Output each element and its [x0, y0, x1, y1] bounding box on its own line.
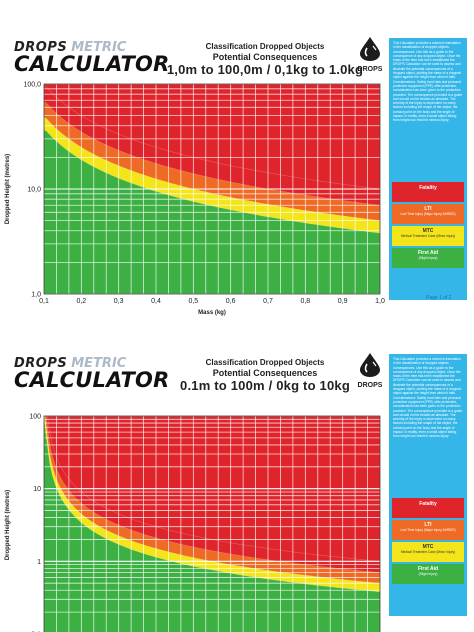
drops-brand-word: DROPS: [357, 382, 383, 389]
drops-brand-word: DROPS: [357, 66, 383, 73]
zone-first-aid: [44, 417, 380, 632]
heading-range: 0.1m to 100m / 0kg to 10kg: [180, 378, 350, 393]
boundary-first-aid: [44, 129, 380, 234]
x-tick-label: 0,3: [114, 298, 124, 305]
y-tick-label: 10,0: [27, 187, 41, 194]
logo-metric-word: METRIC: [71, 40, 127, 55]
x-tick-label: 0,4: [151, 298, 161, 305]
y-tick-label: 1: [37, 559, 41, 566]
plot-frame: [43, 415, 381, 632]
legend-fatality: Fatality: [392, 182, 464, 202]
x-tick-label: 0,8: [300, 298, 310, 305]
chart-heading: Classification Dropped Objects Potential…: [150, 358, 380, 393]
y-tick-label: 10: [33, 486, 41, 493]
drops-metric-calculator-logo: DROPS METRIC CALCULATOR: [14, 38, 170, 76]
consequence-legend: Fatality LTI Lost Time Injury (Major Inju…: [392, 498, 464, 586]
y-tick-label: 100: [29, 414, 41, 421]
heading-consequences: Potential Consequences: [212, 52, 318, 62]
zone-first-aid: [44, 129, 380, 294]
boundary-lti: [44, 101, 380, 206]
x-tick-label: 0,5: [188, 298, 198, 305]
calculator-panel-1: DROPS METRIC CALCULATOR Classification Dr…: [5, 36, 467, 317]
drops-metric-calculator-logo: DROPS METRIC CALCULATOR: [14, 354, 170, 392]
info-text: This Calculator provides a common transl…: [393, 41, 463, 123]
x-tick-label: 0,7: [263, 298, 273, 305]
y-tick-label: 100,0: [23, 82, 41, 89]
plot-frame: [43, 83, 381, 295]
legend-mtc: MTC Medical Treatment Case (Minor Injury): [392, 542, 464, 562]
logo-calculator-word: CALCULATOR: [14, 368, 170, 392]
heading-range: 1,0m to 100,0m / 0,1kg to 1.0kg: [166, 62, 364, 77]
consequence-legend: Fatality LTI Lost Time Injury (Major Inju…: [392, 182, 464, 270]
y-axis-label: Dropped Height (metres): [5, 154, 11, 224]
legend-first-aid: First Aid (Slight Injury): [392, 564, 464, 584]
consequence-chart-1: 1,0 10,0 100,0 0,1 0,2 0,3 0,4 0,5 0,6 0,7 0,8 0,9 1…: [5, 82, 385, 317]
legend-first-aid: First Aid (Slight Injury): [392, 248, 464, 268]
x-tick-label: 0,6: [226, 298, 236, 305]
page-number: Page 1 of 2: [426, 295, 452, 301]
x-axis-label: Mass (kg): [198, 310, 226, 316]
drops-brand-mark: DROPS: [354, 36, 386, 73]
legend-lti: LTI Lost Time Injury (Major Injury 3d/RID…: [392, 204, 464, 224]
x-tick-label: 1,0: [375, 298, 385, 305]
legend-lti: LTI Lost Time Injury (Major Injury 3d/RID…: [392, 520, 464, 540]
logo-drops-word: DROPS: [14, 40, 68, 55]
legend-mtc: MTC Medical Treatment Case (Minor Injury): [392, 226, 464, 246]
y-axis-label: Dropped Height (metres): [5, 490, 11, 560]
logo-calculator-word: CALCULATOR: [14, 52, 170, 76]
heading-classification: Classification Dropped Objects: [205, 42, 325, 51]
drops-brand-mark: DROPS: [354, 352, 386, 389]
logo-metric-word: METRIC: [71, 356, 127, 371]
x-tick-label: 0,2: [76, 298, 86, 305]
logo-drops-word: DROPS: [14, 356, 68, 371]
info-text: This Calculator provides a common transl…: [393, 357, 463, 439]
heading-consequences: Potential Consequences: [212, 368, 318, 378]
y-tick-label: 1,0: [31, 292, 41, 299]
consequence-chart-2: 0.1110100Dropped Height (metres): [5, 414, 381, 632]
x-tick-label: 0,9: [338, 298, 348, 305]
drop-icon: [360, 37, 380, 61]
legend-fatality: Fatality: [392, 498, 464, 518]
boundary-lti: [45, 416, 380, 573]
chart-heading: Classification Dropped Objects Potential…: [150, 42, 380, 77]
x-tick-label: 0,1: [39, 298, 49, 305]
boundary-first-aid: [44, 417, 380, 593]
heading-classification: Classification Dropped Objects: [205, 358, 325, 367]
drop-icon: [360, 353, 380, 377]
calculator-panel-2: DROPS METRIC CALCULATOR Classification Dr…: [0, 316, 474, 632]
